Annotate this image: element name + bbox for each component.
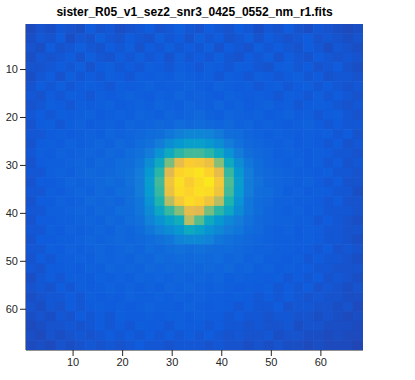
svg-text:20: 20 — [6, 111, 18, 123]
svg-text:50: 50 — [265, 356, 277, 368]
svg-text:40: 40 — [216, 356, 228, 368]
svg-text:40: 40 — [6, 207, 18, 219]
svg-text:20: 20 — [117, 356, 129, 368]
svg-text:60: 60 — [315, 356, 327, 368]
svg-text:10: 10 — [6, 63, 18, 75]
html-text:sister_R05_v1_sez2_snr3_0425_0: sister_R05_v1_sez2_snr3_0425_0552_nm_r1.… — [56, 5, 333, 19]
svg-text:10: 10 — [67, 356, 79, 368]
svg-text:30: 30 — [6, 159, 18, 171]
svg-text:50: 50 — [6, 255, 18, 267]
svg-text:30: 30 — [166, 356, 178, 368]
svg-text:60: 60 — [6, 303, 18, 315]
